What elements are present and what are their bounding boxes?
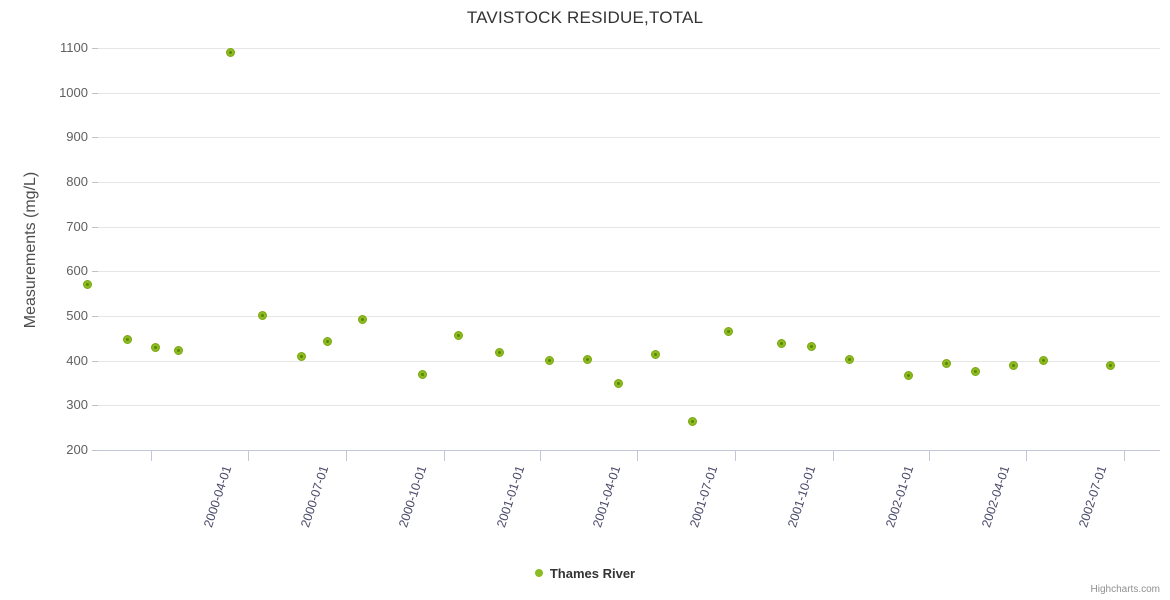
legend-item-label: Thames River bbox=[549, 565, 636, 581]
data-point[interactable] bbox=[545, 355, 555, 365]
highcharts-credit[interactable]: Highcharts.com bbox=[1090, 584, 1160, 595]
legend-item-thames-river[interactable]: Thames River bbox=[534, 565, 636, 581]
gridline bbox=[98, 92, 1160, 94]
data-point[interactable] bbox=[1008, 361, 1018, 371]
x-axis-tick-mark bbox=[346, 451, 347, 461]
y-axis-tick-label: 500 bbox=[66, 308, 88, 323]
data-point[interactable] bbox=[494, 348, 504, 358]
gridline bbox=[98, 360, 1160, 362]
plot-area bbox=[82, 47, 1160, 451]
x-axis-tick-label: 2001-07-01 bbox=[687, 464, 721, 530]
data-point[interactable] bbox=[650, 350, 660, 360]
x-axis-tick-mark bbox=[151, 451, 152, 461]
gridline bbox=[98, 316, 1160, 317]
y-axis-tick-mark bbox=[92, 48, 98, 49]
gridline bbox=[98, 48, 1160, 49]
chart-title: TAVISTOCK RESIDUE,TOTAL bbox=[466, 8, 704, 27]
y-axis-tick-label: 800 bbox=[66, 174, 88, 189]
y-axis-tick-label: 900 bbox=[66, 129, 88, 145]
y-axis-tick-label: 1100 bbox=[60, 40, 88, 55]
x-axis-line bbox=[98, 450, 1160, 451]
y-axis-tick-label: 300 bbox=[66, 397, 88, 413]
gridline bbox=[98, 226, 1160, 228]
gridline bbox=[98, 182, 1160, 183]
legend-marker-icon bbox=[534, 569, 543, 577]
data-point[interactable] bbox=[941, 358, 951, 368]
x-axis-tick-label: 2002-04-01 bbox=[979, 464, 1013, 530]
y-axis-tick-mark bbox=[92, 450, 98, 451]
data-point[interactable] bbox=[123, 335, 133, 345]
y-axis-tick-mark bbox=[92, 316, 98, 317]
y-axis-tick-label: 400 bbox=[66, 352, 88, 368]
data-point[interactable] bbox=[174, 346, 184, 356]
x-axis-tick-label: 2001-04-01 bbox=[590, 464, 624, 530]
y-axis-tick-label: 1000 bbox=[59, 84, 88, 100]
data-point[interactable] bbox=[904, 370, 914, 380]
gridline bbox=[98, 137, 1160, 139]
data-point[interactable] bbox=[687, 416, 697, 426]
data-point[interactable] bbox=[150, 343, 160, 353]
data-point[interactable] bbox=[296, 352, 306, 362]
x-axis-tick-mark bbox=[637, 451, 638, 461]
x-axis-tick-label: 2002-01-01 bbox=[883, 464, 917, 530]
y-axis-tick-mark bbox=[92, 92, 98, 94]
x-axis-tick-label: 2000-10-01 bbox=[396, 464, 430, 530]
x-axis-tick-mark bbox=[540, 451, 541, 461]
data-point[interactable] bbox=[226, 47, 236, 57]
y-axis-tick-mark bbox=[92, 360, 98, 362]
x-axis-tick-mark bbox=[444, 451, 445, 461]
data-point[interactable] bbox=[1105, 360, 1115, 370]
y-axis-tick-mark bbox=[92, 271, 98, 273]
x-axis-tick-mark bbox=[833, 451, 834, 461]
data-point[interactable] bbox=[418, 370, 428, 379]
x-axis-tick-mark bbox=[248, 451, 249, 461]
data-point[interactable] bbox=[583, 354, 593, 364]
data-point[interactable] bbox=[844, 354, 854, 364]
data-point[interactable] bbox=[614, 379, 624, 389]
x-axis-tick-label: 2000-04-01 bbox=[201, 464, 235, 530]
data-point[interactable] bbox=[454, 330, 464, 340]
x-axis-tick-mark bbox=[929, 451, 930, 461]
y-axis-tick-mark bbox=[92, 182, 98, 183]
data-point[interactable] bbox=[777, 338, 787, 348]
x-axis-tick-label: 2000-07-01 bbox=[298, 464, 332, 530]
data-point[interactable] bbox=[82, 280, 92, 290]
x-axis-tick-label: 2001-01-01 bbox=[494, 464, 528, 530]
y-axis-tick-mark bbox=[92, 405, 98, 407]
data-point[interactable] bbox=[258, 310, 268, 320]
gridline bbox=[98, 405, 1160, 407]
data-point[interactable] bbox=[971, 366, 981, 376]
y-axis-tick-mark bbox=[92, 137, 98, 139]
x-axis-tick-mark bbox=[1026, 451, 1027, 461]
data-point[interactable] bbox=[724, 326, 734, 336]
x-axis-tick-mark bbox=[1124, 451, 1125, 461]
gridline bbox=[98, 271, 1160, 273]
y-axis-tick-mark bbox=[92, 226, 98, 228]
y-axis-tick-label: 700 bbox=[66, 218, 88, 234]
data-point[interactable] bbox=[357, 314, 367, 324]
y-axis-tick-label: 200 bbox=[66, 442, 88, 457]
y-axis-tick-label: 600 bbox=[66, 263, 88, 279]
x-axis-tick-label: 2002-07-01 bbox=[1076, 464, 1110, 530]
data-point[interactable] bbox=[323, 337, 333, 347]
data-point[interactable] bbox=[807, 341, 817, 351]
x-axis-tick-label: 2001-10-01 bbox=[785, 464, 819, 530]
x-axis-tick-mark bbox=[735, 451, 736, 461]
data-point[interactable] bbox=[1038, 356, 1048, 366]
legend: Thames River bbox=[0, 564, 1170, 582]
